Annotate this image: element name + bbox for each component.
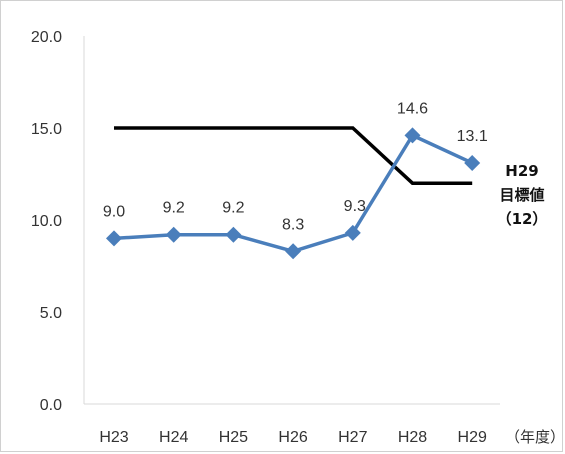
data-point-marker: [165, 226, 182, 243]
target-annotation-line-2: 目標値: [499, 186, 544, 204]
target-series-line: [114, 126, 473, 185]
y-tick-label: 0.0: [40, 397, 62, 414]
x-tick-label: H29: [458, 429, 487, 446]
data-label: 8.3: [282, 216, 304, 233]
series-layer: 9.0 9.2 9.2 8.3 9.3 14.6 13.1: [103, 100, 488, 260]
data-label: 9.2: [163, 200, 185, 217]
data-label: 13.1: [457, 128, 488, 145]
y-tick-label: 15.0: [31, 121, 62, 138]
target-annotation-line-1: H29: [505, 162, 538, 180]
data-point-marker: [106, 230, 122, 247]
data-point-marker: [225, 226, 242, 243]
data-point-marker: [285, 243, 302, 260]
y-tick-label: 20.0: [31, 29, 62, 46]
x-tick-label: H27: [338, 429, 367, 446]
x-tick-labels: H23 H24 H25 H26 H27 H28 H29: [99, 429, 487, 446]
target-annotation: H29 目標値 （12）: [497, 162, 548, 228]
data-label: 9.3: [344, 198, 366, 215]
x-tick-label: H25: [219, 429, 248, 446]
y-tick-label: 10.0: [31, 213, 62, 230]
data-label: 9.2: [222, 200, 244, 217]
data-point-marker: [404, 127, 421, 144]
y-tick-label: 5.0: [40, 305, 62, 322]
data-label: 14.6: [397, 100, 428, 117]
x-tick-label: H28: [398, 429, 427, 446]
data-point-marker: [464, 154, 481, 171]
x-tick-label: H23: [99, 429, 128, 446]
data-label: 9.0: [103, 203, 125, 220]
y-tick-labels: 0.0 5.0 10.0 15.0 20.0: [31, 29, 62, 414]
target-annotation-line-3: （12）: [497, 210, 548, 228]
data-point-marker: [344, 224, 361, 241]
x-tick-label: H24: [159, 429, 188, 446]
x-unit-label: （年度）: [505, 428, 565, 446]
x-tick-label: H26: [278, 429, 307, 446]
